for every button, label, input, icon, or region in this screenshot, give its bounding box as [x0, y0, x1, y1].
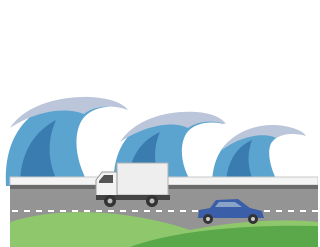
tsunami-illustration — [0, 0, 318, 247]
